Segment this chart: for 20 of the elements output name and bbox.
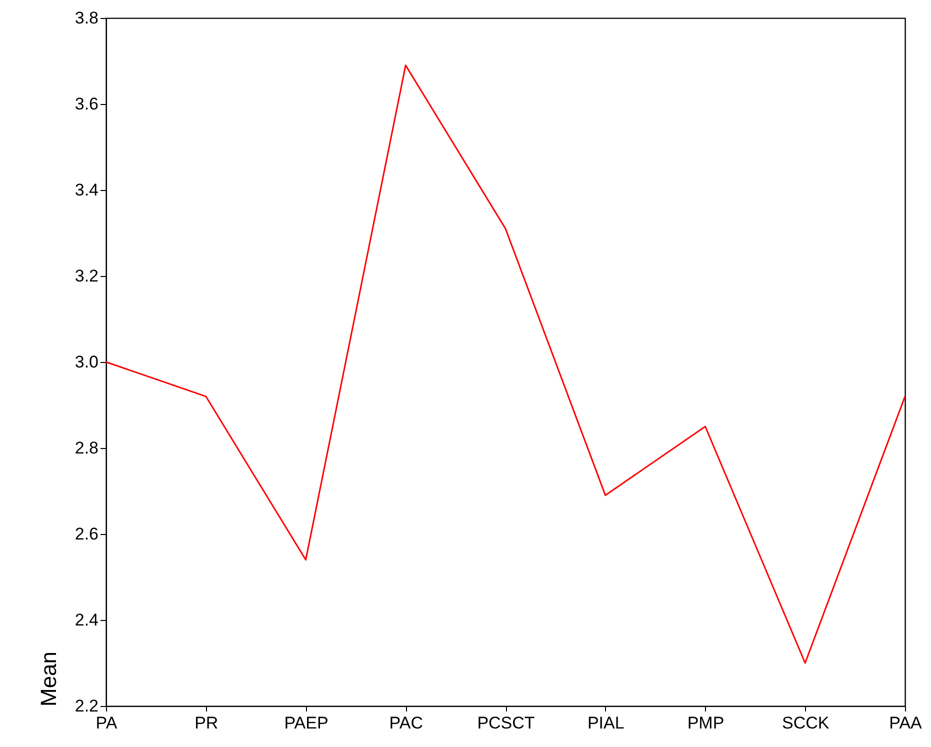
y-axis-title: Mean <box>36 651 61 706</box>
y-tick-label: 3.4 <box>74 180 98 200</box>
x-tick-label: PCSCT <box>477 714 535 732</box>
y-tick-label: 3.6 <box>74 94 98 114</box>
x-tick-label: PAA <box>889 714 923 732</box>
x-tick-label: PAC <box>389 714 423 732</box>
x-tick-label: PAEP <box>284 714 328 732</box>
x-tick-label: SCCK <box>782 714 830 732</box>
y-tick-label: 2.2 <box>74 696 98 716</box>
y-tick-label: 2.6 <box>74 524 98 544</box>
y-tick-label: 3.0 <box>74 352 98 372</box>
line-series <box>105 64 906 664</box>
x-tick-label: PMP <box>687 714 724 732</box>
y-tick-label: 3.2 <box>74 266 98 286</box>
x-tick-label: PR <box>194 714 218 732</box>
y-tick-label: 3.8 <box>74 8 98 28</box>
y-tick-label: 2.8 <box>74 438 98 458</box>
y-tick-label: 2.4 <box>74 610 98 630</box>
x-tick-label: PA <box>96 714 118 732</box>
x-tick-label: PIAL <box>587 714 624 732</box>
